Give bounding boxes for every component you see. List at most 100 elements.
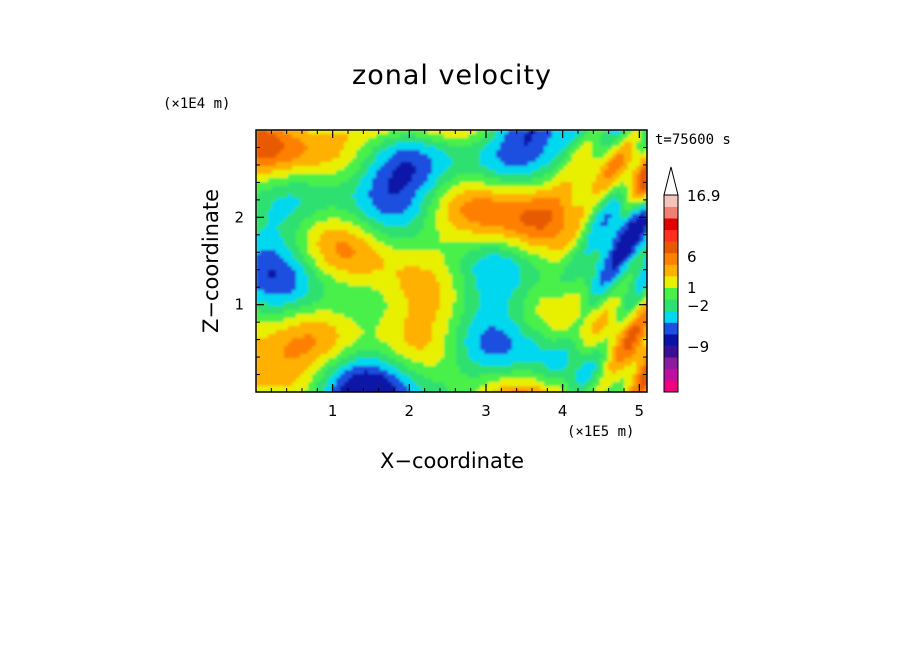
heatmap-cell bbox=[612, 238, 617, 243]
heatmap-cell bbox=[548, 182, 553, 187]
heatmap-cell bbox=[436, 158, 441, 163]
heatmap-cell bbox=[264, 282, 269, 287]
heatmap-cell bbox=[324, 174, 329, 179]
heatmap-cell bbox=[556, 222, 561, 227]
heatmap-cell bbox=[432, 282, 437, 287]
heatmap-cell bbox=[296, 274, 301, 279]
heatmap-cell bbox=[624, 310, 629, 315]
heatmap-cell bbox=[364, 318, 369, 323]
heatmap-cell bbox=[404, 178, 409, 183]
heatmap-cell bbox=[460, 170, 465, 175]
heatmap-cell bbox=[336, 130, 341, 135]
heatmap-cell bbox=[576, 254, 581, 259]
heatmap-cell bbox=[472, 218, 477, 223]
heatmap-cell bbox=[588, 134, 593, 139]
heatmap-cell bbox=[532, 238, 537, 243]
heatmap-cell bbox=[384, 298, 389, 303]
heatmap-cell bbox=[516, 150, 521, 155]
heatmap-cell bbox=[576, 158, 581, 163]
heatmap-cell bbox=[384, 154, 389, 159]
heatmap-cell bbox=[304, 154, 309, 159]
heatmap-cell bbox=[376, 214, 381, 219]
heatmap-cell bbox=[576, 202, 581, 207]
heatmap-cell bbox=[336, 190, 341, 195]
heatmap-cell bbox=[456, 310, 461, 315]
heatmap-cell bbox=[500, 278, 505, 283]
heatmap-cell bbox=[276, 182, 281, 187]
heatmap-cell bbox=[300, 214, 305, 219]
heatmap-cell bbox=[320, 270, 325, 275]
heatmap-cell bbox=[416, 306, 421, 311]
heatmap-cell bbox=[556, 326, 561, 331]
heatmap-cell bbox=[380, 154, 385, 159]
heatmap-cell bbox=[348, 214, 353, 219]
heatmap-cell bbox=[460, 242, 465, 247]
heatmap-cell bbox=[596, 206, 601, 211]
heatmap-cell bbox=[408, 258, 413, 263]
heatmap-cell bbox=[592, 202, 597, 207]
heatmap-cell bbox=[316, 330, 321, 335]
heatmap-cell bbox=[396, 186, 401, 191]
heatmap-cell bbox=[596, 258, 601, 263]
heatmap-cell bbox=[420, 242, 425, 247]
heatmap-cell bbox=[580, 238, 585, 243]
heatmap-cell bbox=[440, 198, 445, 203]
heatmap-cell bbox=[532, 262, 537, 267]
heatmap-cell bbox=[280, 150, 285, 155]
heatmap-cell bbox=[384, 322, 389, 327]
heatmap-cell bbox=[332, 206, 337, 211]
heatmap-cell bbox=[340, 330, 345, 335]
heatmap-cell bbox=[636, 246, 641, 251]
heatmap-cell bbox=[368, 186, 373, 191]
heatmap-cell bbox=[600, 286, 605, 291]
heatmap-cell bbox=[584, 230, 589, 235]
heatmap-cell bbox=[456, 218, 461, 223]
heatmap-cell bbox=[444, 194, 449, 199]
heatmap-cell bbox=[284, 282, 289, 287]
heatmap-cell bbox=[460, 294, 465, 299]
heatmap-cell bbox=[368, 178, 373, 183]
heatmap-cell bbox=[568, 138, 573, 143]
heatmap-cell bbox=[508, 146, 513, 151]
heatmap-cell bbox=[292, 270, 297, 275]
heatmap-cell bbox=[292, 142, 297, 147]
heatmap-cell bbox=[504, 214, 509, 219]
heatmap-cell bbox=[568, 238, 573, 243]
heatmap-cell bbox=[532, 306, 537, 311]
heatmap-cell bbox=[300, 286, 305, 291]
heatmap-cell bbox=[636, 142, 641, 147]
heatmap-cell bbox=[368, 170, 373, 175]
heatmap-cell bbox=[264, 194, 269, 199]
heatmap-cell bbox=[632, 226, 637, 231]
heatmap-cell bbox=[420, 230, 425, 235]
heatmap-cell bbox=[528, 230, 533, 235]
heatmap-cell bbox=[476, 326, 481, 331]
heatmap-cell bbox=[604, 194, 609, 199]
heatmap-cell bbox=[544, 190, 549, 195]
heatmap-cell bbox=[556, 262, 561, 267]
heatmap-cell bbox=[604, 182, 609, 187]
heatmap-cell bbox=[604, 130, 609, 135]
heatmap-cell bbox=[356, 302, 361, 307]
heatmap-cell bbox=[452, 286, 457, 291]
heatmap-cell bbox=[624, 218, 629, 223]
heatmap-cell bbox=[292, 234, 297, 239]
heatmap-cell bbox=[452, 314, 457, 319]
heatmap-cell bbox=[328, 290, 333, 295]
heatmap-cell bbox=[496, 314, 501, 319]
heatmap-cell bbox=[264, 206, 269, 211]
heatmap-cell bbox=[612, 246, 617, 251]
heatmap-cell bbox=[336, 278, 341, 283]
heatmap-cell bbox=[576, 198, 581, 203]
heatmap-cell bbox=[292, 306, 297, 311]
heatmap-cell bbox=[264, 254, 269, 259]
heatmap-cell bbox=[304, 286, 309, 291]
heatmap-cell bbox=[540, 182, 545, 187]
heatmap-cell bbox=[552, 310, 557, 315]
heatmap-cell bbox=[496, 194, 501, 199]
heatmap-cell bbox=[364, 174, 369, 179]
heatmap-cell bbox=[316, 218, 321, 223]
heatmap-cell bbox=[532, 138, 537, 143]
heatmap-cell bbox=[364, 238, 369, 243]
heatmap-cell bbox=[428, 318, 433, 323]
